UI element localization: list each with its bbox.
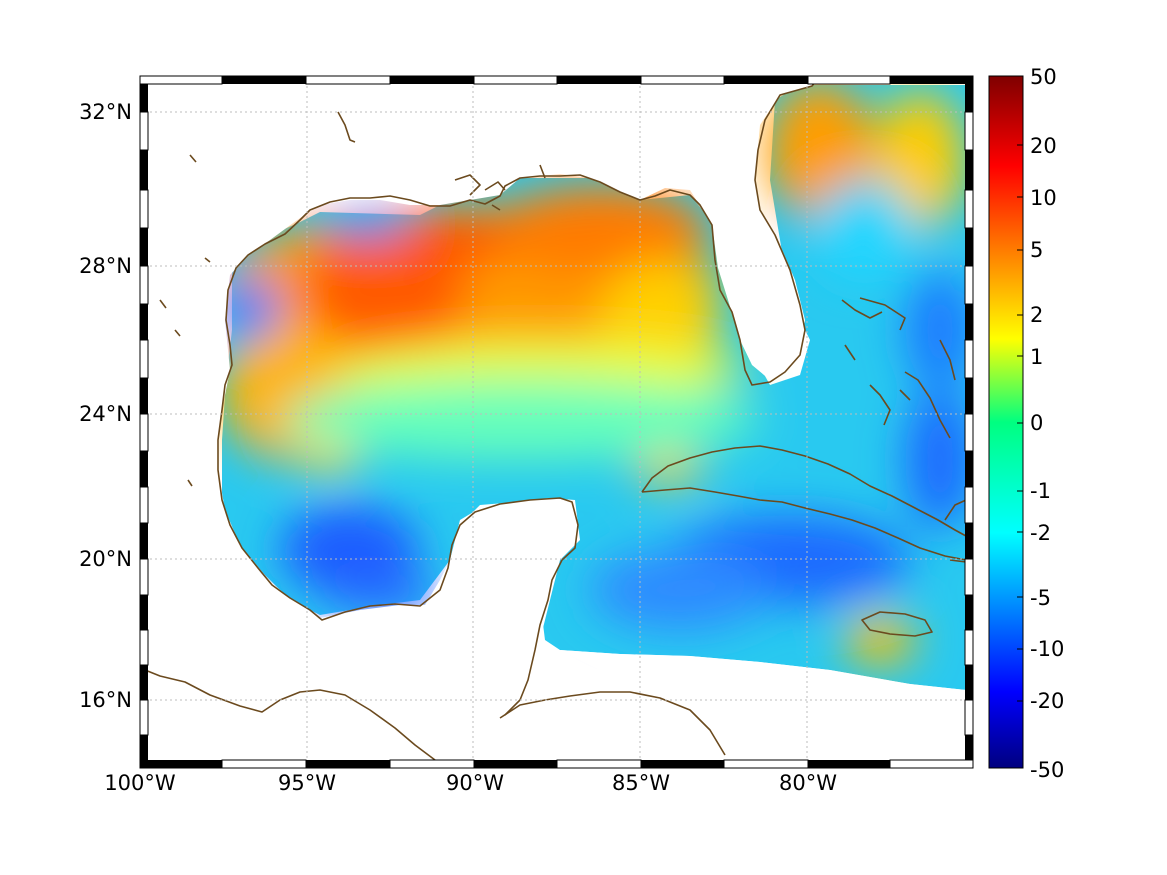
hispaniola-coastline bbox=[944, 499, 967, 563]
frame-left bbox=[139, 84, 149, 760]
cbar-label-neg10: -10 bbox=[1030, 637, 1064, 661]
lon-label-95w: 95°W bbox=[278, 771, 336, 795]
lat-label-20n: 20°N bbox=[79, 547, 132, 571]
texas-islands bbox=[159, 111, 356, 487]
lat-label-32n: 32°N bbox=[79, 100, 132, 124]
anomaly-field bbox=[140, 76, 973, 768]
lat-label-28n: 28°N bbox=[79, 254, 132, 278]
cbar-label-5: 5 bbox=[1030, 238, 1043, 262]
colorbar-ticks bbox=[1017, 144, 1023, 702]
lon-labels: 100°W 95°W 90°W 85°W 80°W bbox=[104, 771, 837, 795]
louisiana-bayous bbox=[454, 164, 546, 211]
honduras-coastline bbox=[499, 691, 726, 756]
cbar-label-2: 2 bbox=[1030, 303, 1043, 327]
lat-label-16n: 16°N bbox=[79, 688, 132, 712]
colorbar-labels: 50 20 10 5 2 1 0 -1 -2 -5 -10 -20 -50 bbox=[1030, 65, 1064, 782]
cbar-label-neg20: -20 bbox=[1030, 689, 1064, 713]
frame-top bbox=[139, 75, 973, 85]
jamaica-coastline bbox=[861, 611, 933, 637]
frame-bottom bbox=[140, 759, 974, 769]
lon-label-85w: 85°W bbox=[612, 771, 670, 795]
cbar-label-neg5: -5 bbox=[1030, 586, 1051, 610]
frame-right bbox=[964, 84, 974, 760]
cbar-label-0: 0 bbox=[1030, 411, 1043, 435]
cbar-label-neg1: -1 bbox=[1030, 479, 1051, 503]
honduras-landmass bbox=[450, 690, 740, 768]
cbar-label-neg50: -50 bbox=[1030, 758, 1064, 782]
lon-label-80w: 80°W bbox=[779, 771, 837, 795]
central-america-landmass bbox=[140, 680, 450, 768]
cbar-label-50: 50 bbox=[1030, 65, 1057, 89]
lon-label-100w: 100°W bbox=[104, 771, 176, 795]
cbar-label-20: 20 bbox=[1030, 134, 1057, 158]
cbar-label-1: 1 bbox=[1030, 345, 1043, 369]
colorbar: 50 20 10 5 2 1 0 -1 -2 -5 -10 -20 -50 bbox=[988, 65, 1064, 782]
cbar-label-10: 10 bbox=[1030, 186, 1057, 210]
cbar-label-neg2: -2 bbox=[1030, 521, 1051, 545]
colorbar-gradient bbox=[988, 75, 1024, 769]
cuba-coastline bbox=[641, 445, 967, 561]
ocean-data-region bbox=[220, 80, 973, 690]
lat-labels: 32°N 28°N 24°N 20°N 16°N bbox=[79, 100, 132, 712]
lon-label-90w: 90°W bbox=[446, 771, 504, 795]
bottom-right-empty bbox=[560, 650, 966, 768]
coastlines bbox=[140, 76, 967, 761]
north-america-landmass bbox=[140, 76, 820, 720]
map-frame bbox=[139, 75, 974, 769]
gulf-coastline bbox=[217, 76, 821, 716]
mexico-south-coast bbox=[140, 667, 436, 761]
land-masses bbox=[140, 76, 966, 768]
bahamas-coastline bbox=[841, 297, 956, 439]
graticule bbox=[140, 76, 973, 768]
lat-label-24n: 24°N bbox=[79, 402, 132, 426]
